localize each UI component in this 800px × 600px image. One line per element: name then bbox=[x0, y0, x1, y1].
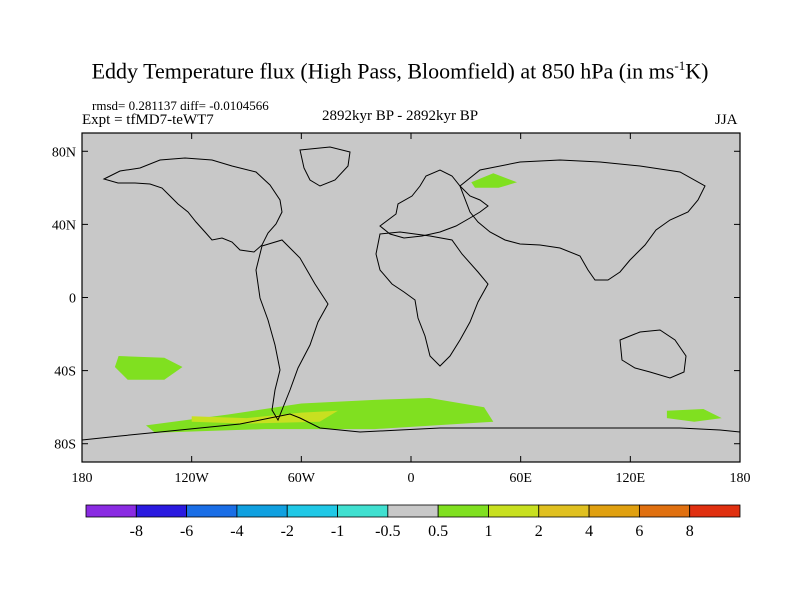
colorbar-label: 6 bbox=[635, 523, 643, 540]
colorbar-swatch bbox=[135, 504, 188, 518]
y-tick-label: 0 bbox=[69, 292, 76, 307]
stats-line: rmsd= 0.281137 diff= -0.0104566 bbox=[92, 98, 269, 113]
anomaly-region-south-pacific-positive bbox=[114, 356, 183, 380]
coastline-asia bbox=[459, 159, 706, 281]
axis-layer: 180 120W 60W 0 60E 120E 180 80N 40N 0 40S 80S bbox=[52, 133, 751, 486]
colorbar-swatch bbox=[488, 504, 540, 518]
coastline-antarctica bbox=[82, 413, 740, 441]
season-label: JJA bbox=[715, 112, 738, 128]
anomaly-region-north-pacific-negative bbox=[645, 187, 680, 207]
colorbar-label: -6 bbox=[180, 523, 193, 540]
colorbar-label: 1 bbox=[484, 523, 492, 540]
colorbar-swatch bbox=[85, 504, 137, 518]
anomaly-region-north-atlantic-negative bbox=[261, 206, 311, 230]
x-tick-label: 180 bbox=[72, 471, 93, 486]
y-tick-label: 40S bbox=[54, 365, 76, 380]
colorbar-swatch bbox=[689, 504, 741, 518]
coastline-south-america bbox=[255, 239, 329, 422]
coastline-africa bbox=[375, 231, 489, 367]
colorbar-swatch bbox=[638, 504, 691, 518]
coastline-north-america bbox=[102, 157, 283, 253]
anomaly-region-antarctic-yellow bbox=[191, 410, 338, 424]
colorbar-swatch bbox=[337, 504, 389, 518]
chart-title: Eddy Temperature flux (High Pass, Bloomf… bbox=[0, 58, 800, 84]
y-tick-label: 80S bbox=[54, 438, 76, 453]
anomaly-region-subantarctic-negative bbox=[82, 412, 156, 430]
colorbar-swatch bbox=[588, 504, 640, 518]
y-tick-label: 40N bbox=[52, 218, 76, 233]
title-superscript: -1 bbox=[674, 58, 686, 73]
experiment-label: Expt = tfMD7-teWT7 bbox=[82, 112, 214, 128]
x-tick-label: 60E bbox=[509, 471, 532, 486]
colorbar-label: 4 bbox=[585, 523, 593, 540]
coastline-greenland bbox=[299, 146, 351, 187]
colorbar-swatch bbox=[387, 504, 439, 518]
anomaly-region-mediterranean-negative bbox=[392, 217, 466, 238]
colorbar-swatch bbox=[286, 504, 338, 518]
coastline-layer bbox=[82, 146, 740, 441]
colorbar-swatch bbox=[437, 504, 489, 518]
colorbar-swatch bbox=[538, 504, 590, 518]
colorbar-label: 2 bbox=[535, 523, 543, 540]
x-tick-label: 180 bbox=[730, 471, 751, 486]
colorbar-label: -1 bbox=[331, 523, 344, 540]
anomaly-region-australia-positive bbox=[666, 409, 722, 422]
colorbar-label: 0.5 bbox=[428, 523, 448, 540]
title-main: Eddy Temperature flux (High Pass, Bloomf… bbox=[91, 58, 675, 84]
anomaly-region-south-pacific-negative bbox=[82, 370, 192, 411]
colorbar: -8 -6 -4 -2 -1 -0.5 0.5 1 2 4 6 8 bbox=[85, 504, 741, 540]
colorbar-label: -4 bbox=[230, 523, 243, 540]
colorbar-label: -0.5 bbox=[375, 523, 400, 540]
anomaly-region-scandinavia-positive bbox=[471, 173, 517, 188]
x-tick-label: 120W bbox=[175, 471, 210, 486]
coastline-australia bbox=[619, 329, 687, 379]
anomaly-region-south-indian-negative bbox=[624, 370, 740, 404]
x-tick-label: 0 bbox=[408, 471, 415, 486]
colorbar-label: -2 bbox=[281, 523, 294, 540]
anomaly-fill-layer bbox=[82, 171, 740, 433]
colorbar-swatch bbox=[236, 504, 288, 518]
x-tick-label: 60W bbox=[288, 471, 316, 486]
colorbar-label: 8 bbox=[686, 523, 694, 540]
title-unit-tail: K) bbox=[685, 58, 709, 84]
x-tick-label: 120E bbox=[616, 471, 646, 486]
colorbar-swatch bbox=[186, 504, 238, 518]
colorbar-label: -8 bbox=[130, 523, 143, 540]
y-tick-label: 80N bbox=[52, 145, 76, 160]
period-label: 2892kyr BP - 2892kyr BP bbox=[322, 108, 479, 124]
